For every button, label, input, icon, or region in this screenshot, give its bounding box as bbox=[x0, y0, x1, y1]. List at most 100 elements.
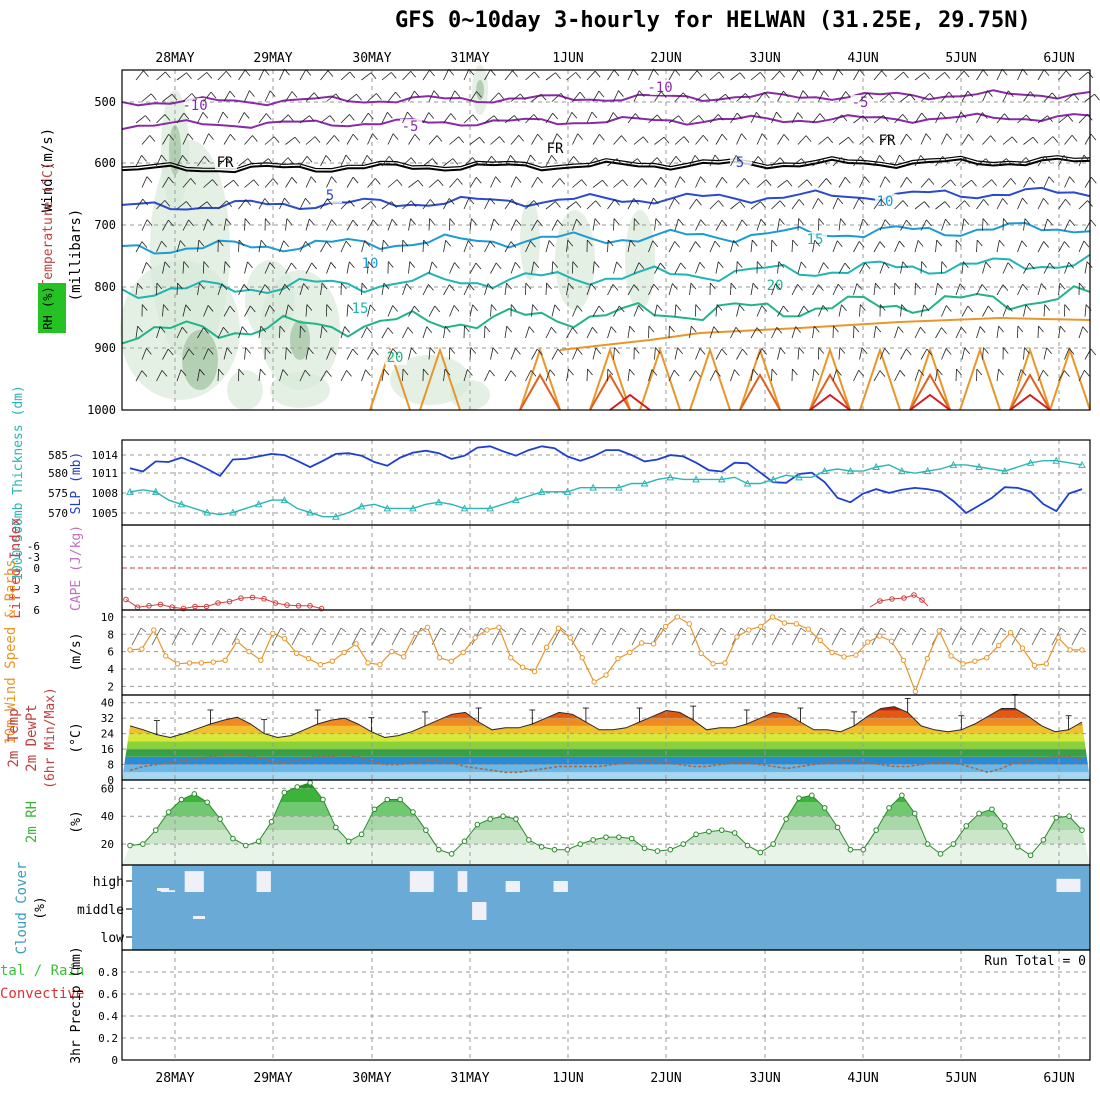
rh2m-point bbox=[924, 841, 931, 847]
wind-barb-flag bbox=[146, 348, 152, 355]
wind-barb bbox=[182, 261, 185, 274]
contour-label: FR bbox=[879, 133, 896, 149]
wind-barb bbox=[346, 176, 354, 188]
date-tick-top: 1JUN bbox=[552, 51, 583, 66]
wind-barb-flag bbox=[967, 90, 974, 98]
wind-barb-flag bbox=[191, 93, 198, 100]
wind-barb bbox=[463, 157, 473, 167]
wind-barb bbox=[853, 69, 860, 81]
wind-barb-flag bbox=[899, 370, 906, 377]
wind-barb bbox=[873, 241, 881, 253]
wind-barb bbox=[566, 201, 577, 210]
rh2m-point bbox=[873, 827, 879, 833]
wind-barb-flag bbox=[586, 239, 593, 247]
wind-barb bbox=[443, 369, 446, 382]
wind-barb-flag bbox=[964, 157, 970, 164]
wind-barb bbox=[469, 218, 472, 231]
wind10m-barb-flag bbox=[960, 627, 967, 633]
wind-barb bbox=[217, 70, 227, 81]
wind-barb-flag bbox=[1024, 347, 1030, 354]
cloud-bg bbox=[132, 865, 1090, 950]
wind-barb-flag bbox=[987, 90, 993, 97]
wind-barb bbox=[709, 71, 720, 81]
wind-barb-flag bbox=[202, 112, 209, 119]
wind10m-barb-flag bbox=[380, 627, 387, 633]
wind-barb bbox=[320, 241, 327, 253]
wind-barb-flag bbox=[352, 219, 359, 227]
wind-barb bbox=[176, 240, 181, 253]
wind-barb-flag bbox=[273, 136, 280, 144]
wind-barb bbox=[176, 155, 183, 167]
wind-barb bbox=[162, 219, 169, 231]
wind-barb bbox=[756, 219, 762, 231]
wind-barb-flag bbox=[291, 262, 297, 270]
wind-barb bbox=[469, 347, 472, 360]
wind-barb bbox=[736, 219, 743, 231]
thickness-point bbox=[357, 502, 366, 510]
wind-barb bbox=[1078, 326, 1084, 339]
wind-barb-flag bbox=[309, 115, 315, 122]
wind-barb bbox=[668, 283, 673, 296]
rh2m-point bbox=[886, 805, 892, 811]
wind-barb bbox=[730, 155, 737, 167]
thickness-tick: 585 bbox=[48, 449, 68, 462]
rh-tick: 20 bbox=[101, 838, 114, 851]
wind-barb bbox=[586, 111, 593, 124]
thickness-point bbox=[563, 487, 572, 495]
wind-barb bbox=[484, 156, 492, 167]
wind-barb-flag bbox=[327, 198, 333, 206]
wind-barb bbox=[695, 135, 704, 145]
wind-barb-flag bbox=[475, 177, 482, 184]
wind-barb-flag bbox=[982, 69, 989, 77]
rh2m-point bbox=[268, 819, 275, 825]
wind-barb bbox=[162, 176, 169, 188]
wind-barb-flag bbox=[967, 305, 974, 313]
slp-axis-label: SLP (mb) bbox=[69, 452, 84, 515]
wind-speed-point bbox=[769, 614, 776, 620]
wind-barb-flag bbox=[985, 158, 992, 165]
wind-barb-flag bbox=[880, 198, 887, 206]
rh2m-point bbox=[603, 834, 609, 840]
date-tick-bottom: 3JUN bbox=[749, 1071, 780, 1086]
wind-barb-flag bbox=[721, 133, 728, 141]
date-tick-bottom: 30MAY bbox=[352, 1071, 391, 1086]
wind-barb bbox=[156, 154, 162, 167]
wind-barb-flag bbox=[238, 239, 245, 247]
wind-barb-flag bbox=[959, 283, 966, 290]
wind-barb-flag bbox=[991, 179, 997, 186]
wind-barb-flag bbox=[695, 370, 701, 377]
wind-barb-flag bbox=[1094, 93, 1100, 101]
wind-barb bbox=[695, 219, 702, 231]
date-tick-bottom: 4JUN bbox=[847, 1071, 878, 1086]
wind-barb bbox=[613, 179, 623, 188]
wind-barb-flag bbox=[798, 347, 805, 354]
wind-barb-flag bbox=[249, 90, 255, 97]
wind-barb-flag bbox=[613, 218, 620, 225]
precip-tick: 0.2 bbox=[98, 1032, 118, 1045]
wind-barb-flag bbox=[1069, 176, 1075, 183]
wind-barb bbox=[873, 326, 877, 339]
wind-barb-flag bbox=[736, 261, 743, 268]
wind-barb bbox=[361, 155, 368, 167]
cloud-high-block bbox=[256, 871, 271, 892]
rh-axis-label: RH (%) bbox=[41, 286, 55, 329]
wind-barb bbox=[1037, 241, 1045, 253]
wind-barb bbox=[955, 70, 965, 81]
wind-barb-flag bbox=[678, 218, 684, 226]
wind-barb bbox=[777, 90, 784, 102]
wind-speed-point bbox=[1079, 647, 1085, 653]
wind-barb-flag bbox=[998, 325, 1004, 333]
wind-barb bbox=[1002, 136, 1013, 145]
wind-barb bbox=[428, 261, 433, 274]
wind-barb bbox=[545, 240, 550, 253]
wind10m-barb bbox=[771, 627, 782, 646]
wind-barb bbox=[490, 304, 492, 317]
wind-barb bbox=[469, 262, 477, 274]
li-tick: 6 bbox=[33, 604, 40, 617]
wind-barb-flag bbox=[423, 239, 429, 247]
warm-isotherm bbox=[589, 372, 631, 411]
wind-barb-flag bbox=[349, 261, 355, 268]
wind-barb bbox=[879, 262, 885, 274]
wind-barb-flag bbox=[495, 176, 501, 183]
wind-barb-flag bbox=[976, 239, 983, 247]
